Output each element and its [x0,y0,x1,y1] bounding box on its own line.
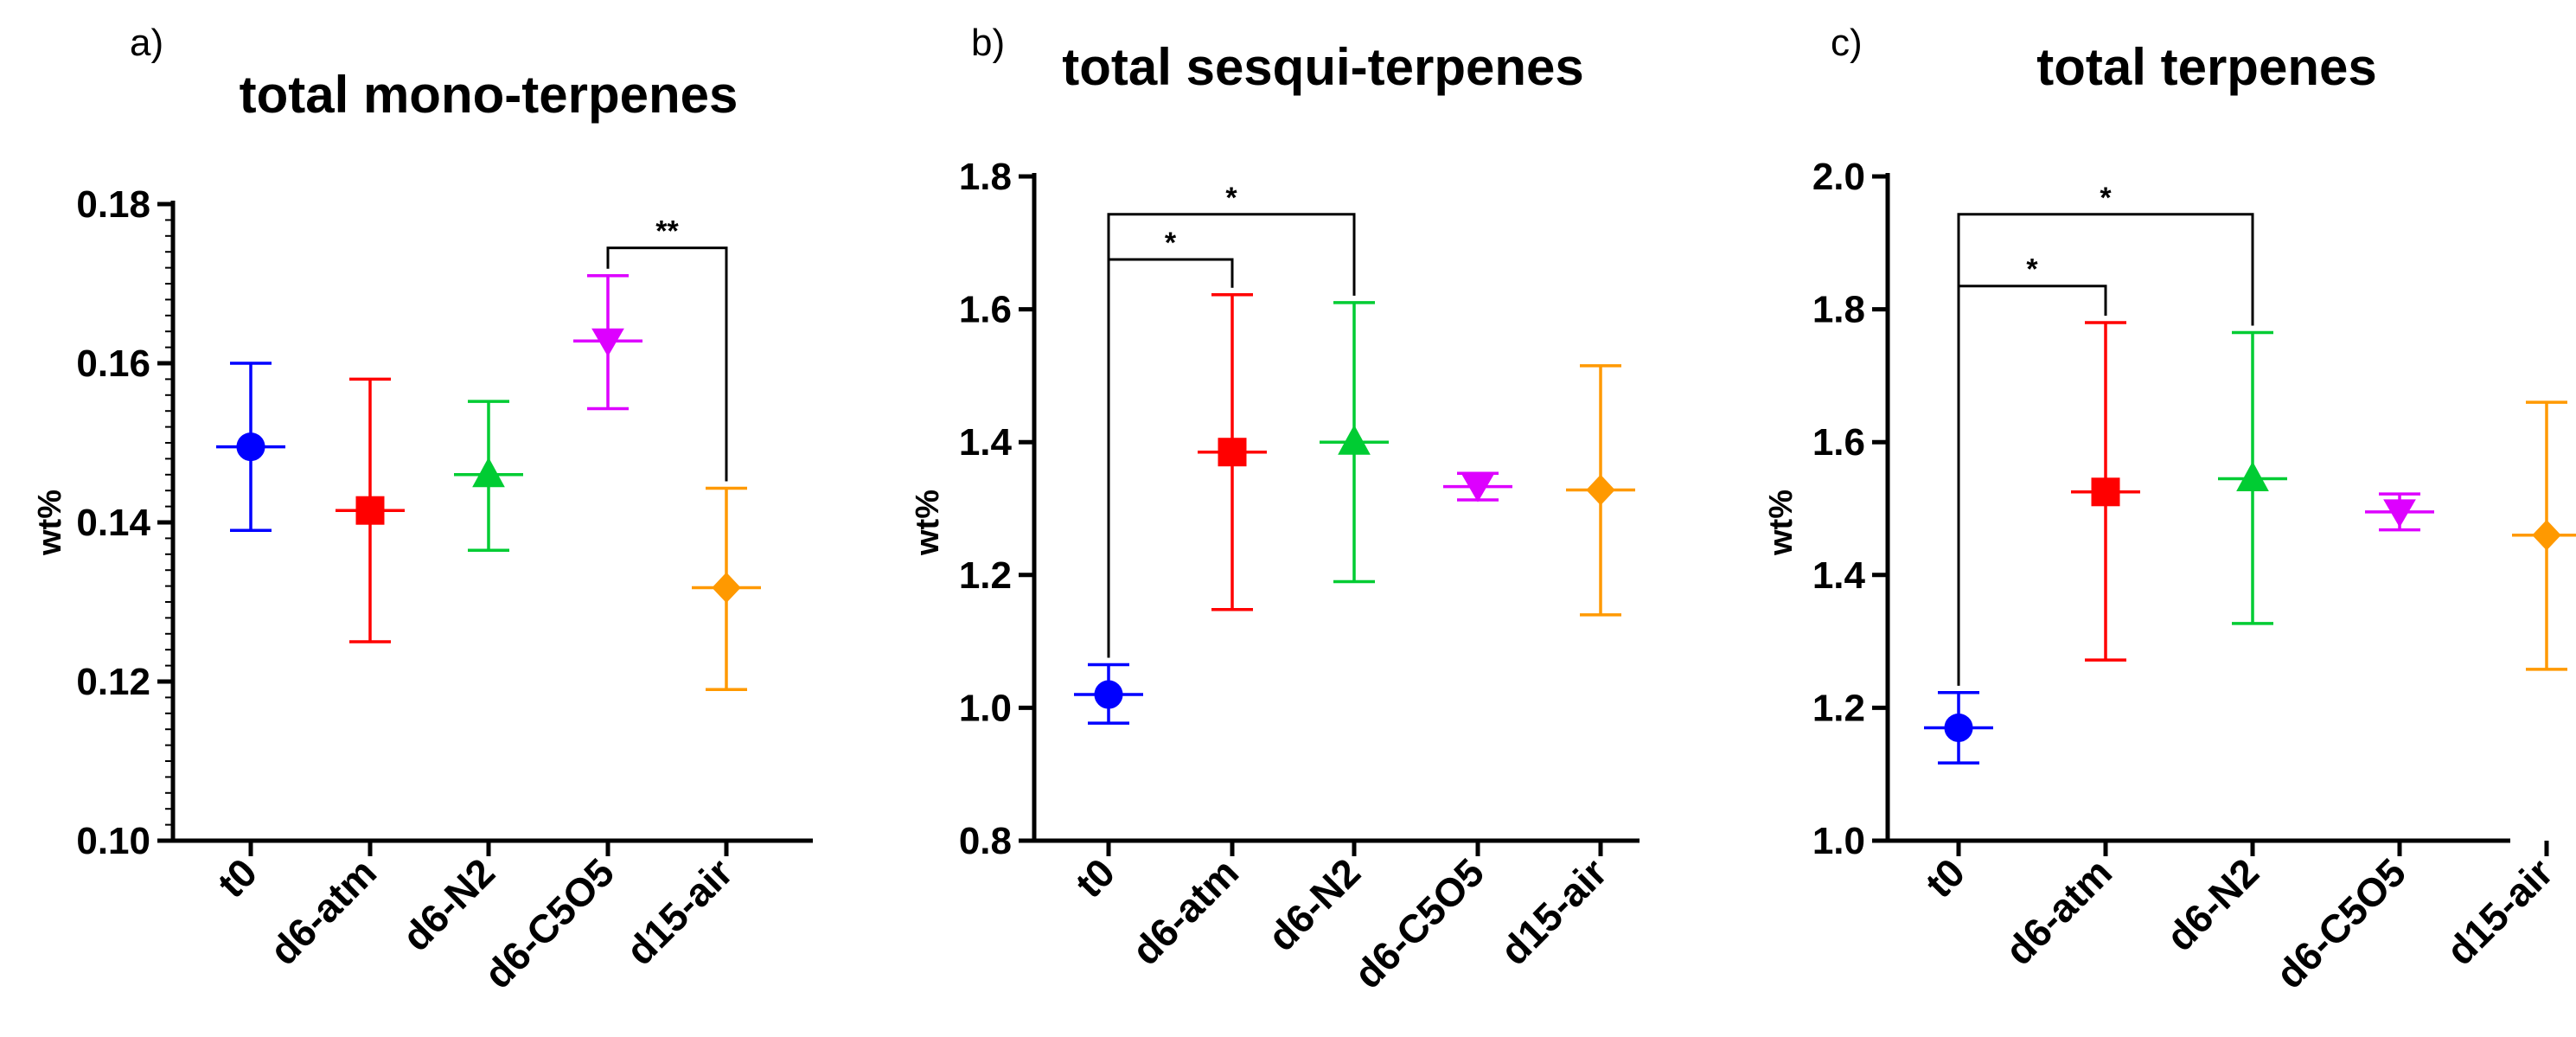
data-point [1218,438,1247,467]
y-tick-label: 0.18 [76,183,150,226]
y-axis-label: wt% [32,490,68,556]
chart-title: total mono-terpenes [240,66,738,124]
y-axis-label: wt% [1763,490,1799,556]
x-category-label: d6-N2 [1259,849,1369,959]
data-point [236,432,265,462]
data-point [591,328,624,357]
x-category-label: t0 [1066,849,1123,906]
panel-label: a) [130,22,163,64]
chart-title: total terpenes [2036,38,2376,96]
y-tick-label: 1.2 [1812,687,1865,729]
chart-panel-2: b) total sesqui-terpenes wt% 0.8 1.0 1.2 1.4 1.… [910,22,1640,997]
significance-bracket [1957,285,2107,686]
y-axis-label: wt% [910,490,946,556]
significance-label: * [2026,253,2038,286]
chart-panel-3: c) total terpenes wt% 1.0 1.2 1.4 1.6 1.8 2.0 t0 d… [1763,22,2576,997]
chart-panel-1: a) total mono-terpenes wt% 0.10 0.12 0.14 0.16… [32,22,813,997]
y-tick-label: 1.8 [1812,289,1865,331]
y-tick-label: 1.4 [1812,554,1866,597]
significance-label: ** [655,215,679,248]
y-tick-label: 0.14 [76,502,150,544]
significance-label: * [1225,182,1237,214]
x-category-label: d6-N2 [393,849,503,959]
data-point [2383,499,2416,528]
y-tick-label: 1.6 [959,289,1012,331]
y-tick-label: 1.2 [959,554,1012,597]
y-tick-label: 1.4 [959,421,1013,464]
data-point [712,572,741,604]
y-tick-label: 0.12 [76,661,150,703]
x-category-label: t0 [208,849,265,906]
x-category-label: d6-C5O5 [476,849,623,997]
x-category-label: d15-air [2438,849,2562,974]
x-category-label: d15-air [617,849,742,974]
significance-bracket [1107,258,1234,658]
panel-label: b) [971,22,1005,64]
data-point [1586,474,1615,506]
panel-label: c) [1831,22,1863,64]
significance-bracket [606,246,728,482]
significance-label: * [1165,227,1177,259]
y-tick-label: 1.0 [1812,820,1865,862]
x-category-label: d6-atm [261,849,385,973]
data-point [1461,474,1494,502]
significance-bracket [1957,213,2254,686]
chart-title: total sesqui-terpenes [1062,38,1584,96]
data-point [1094,680,1123,709]
y-tick-label: 0.10 [76,820,150,862]
y-tick-label: 1.8 [959,156,1012,198]
data-point [1338,425,1371,455]
y-tick-label: 0.8 [959,820,1012,862]
data-point [472,457,505,488]
data-point [355,496,385,525]
significance-bracket [1107,213,1356,658]
data-point [2091,477,2120,507]
x-category-label: d6-atm [1997,849,2120,973]
data-point [2236,461,2269,491]
x-category-label: d6-C5O5 [2267,849,2415,997]
y-tick-label: 2.0 [1812,156,1865,198]
x-category-label: t0 [1916,849,1973,906]
x-category-label: d6-atm [1123,849,1247,973]
x-category-label: d6-C5O5 [1346,849,1493,997]
x-category-label: d6-N2 [2157,849,2267,959]
y-tick-label: 1.6 [1812,421,1865,464]
y-tick-label: 1.0 [959,687,1012,729]
significance-label: * [2100,182,2112,214]
x-category-label: d15-air [1492,849,1616,974]
data-point [1944,713,1973,742]
y-tick-label: 0.16 [76,342,150,385]
data-point [2532,519,2561,551]
